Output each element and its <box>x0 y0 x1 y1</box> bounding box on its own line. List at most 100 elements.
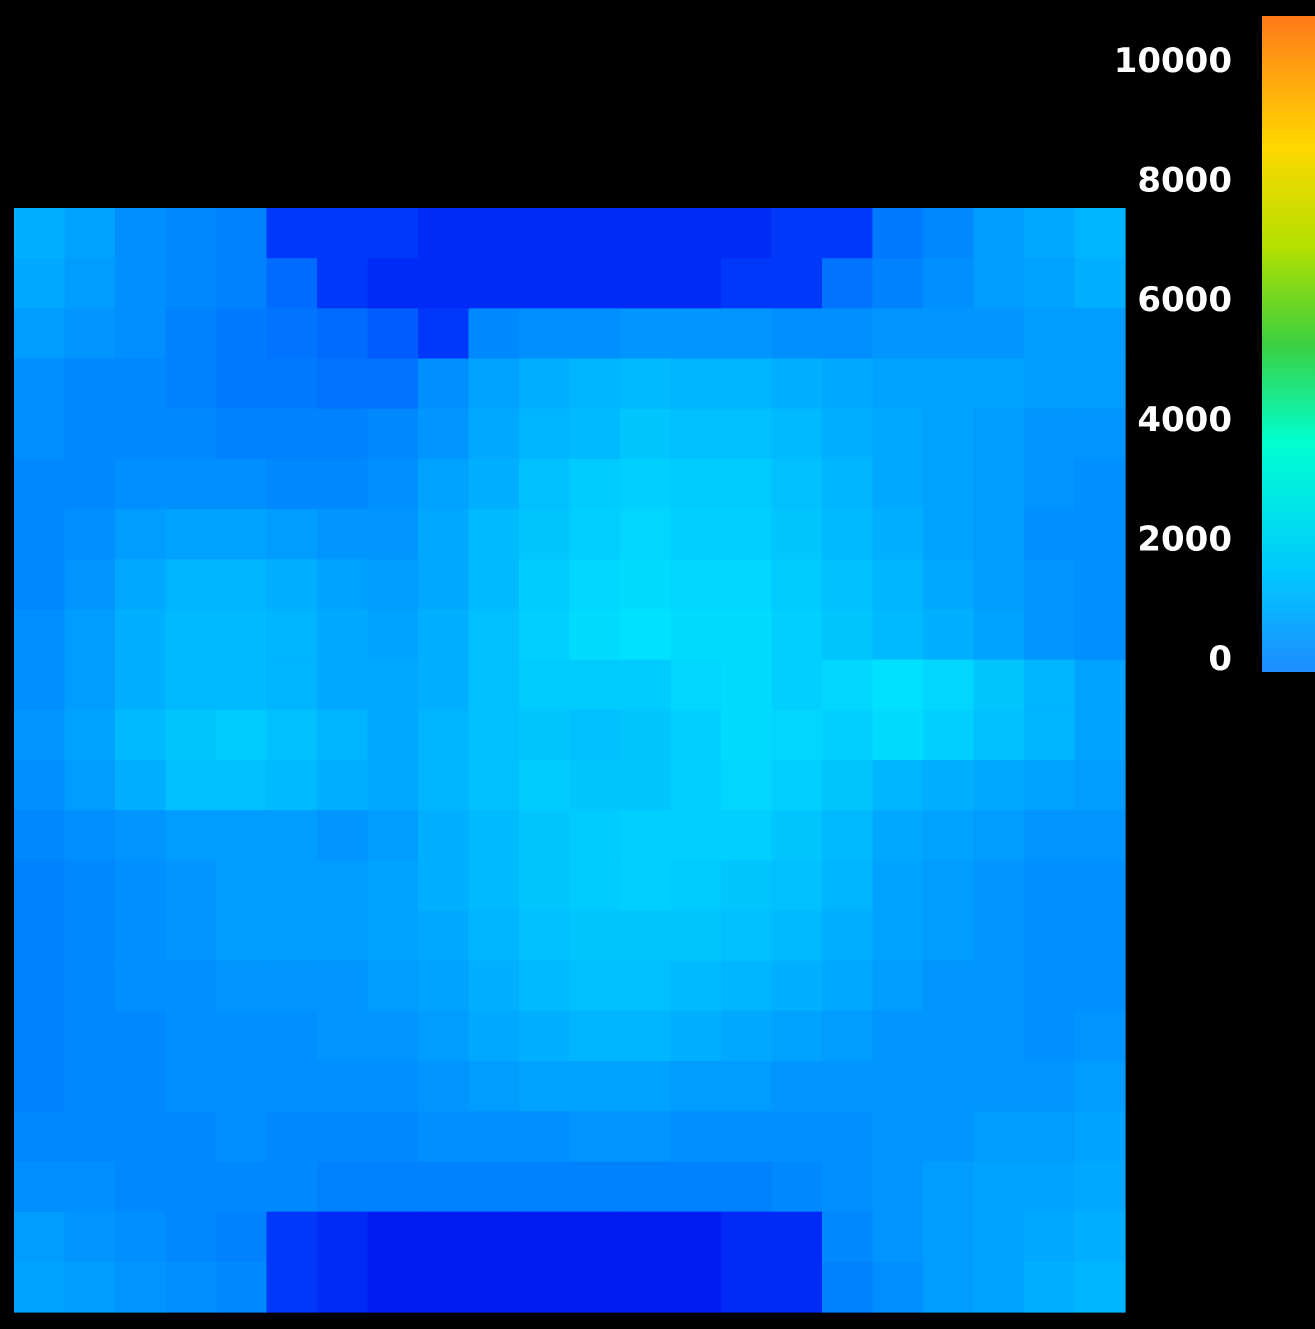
heatmap-cell <box>216 609 268 661</box>
heatmap-cell <box>519 1161 571 1213</box>
heatmap-cell <box>317 408 369 460</box>
heatmap-cell <box>721 509 773 560</box>
heatmap-cell <box>670 960 722 1012</box>
heatmap-cell <box>165 1211 217 1263</box>
heatmap-cell <box>266 760 318 811</box>
heatmap-cell <box>569 258 621 309</box>
heatmap-cell <box>923 860 975 912</box>
heatmap-cell <box>822 1010 874 1062</box>
heatmap-cell <box>64 709 116 761</box>
heatmap-cell <box>165 709 217 761</box>
heatmap-cell <box>872 860 924 912</box>
heatmap-cell <box>1074 1261 1126 1313</box>
heatmap-cell <box>822 760 874 811</box>
heatmap-cell <box>1024 358 1076 410</box>
heatmap-cell <box>973 458 1025 510</box>
heatmap-cell <box>468 1111 520 1163</box>
heatmap-cell <box>115 408 167 460</box>
heatmap-cell <box>216 559 268 611</box>
heatmap-cell <box>64 308 116 360</box>
heatmap-cell <box>418 1211 470 1263</box>
heatmap-cell <box>165 609 217 661</box>
heatmap-cell <box>14 910 66 962</box>
heatmap-cell <box>670 258 722 309</box>
heatmap-cell <box>569 860 621 912</box>
heatmap-cell <box>165 860 217 912</box>
heatmap-cell <box>14 559 66 611</box>
heatmap-cell <box>266 709 318 761</box>
heatmap-cell <box>64 559 116 611</box>
heatmap-cell <box>468 1010 520 1062</box>
heatmap-cell <box>620 258 672 309</box>
heatmap-cell <box>14 960 66 1012</box>
heatmap-cell <box>1074 1061 1126 1112</box>
heatmap-cell <box>620 709 672 761</box>
heatmap-cell <box>1074 1111 1126 1163</box>
heatmap-cell <box>519 308 571 360</box>
heatmap-cell <box>822 458 874 510</box>
heatmap-cell <box>418 1161 470 1213</box>
heatmap-cell <box>620 1061 672 1112</box>
heatmap-cell <box>1074 358 1126 410</box>
heatmap-cell <box>418 760 470 811</box>
heatmap-cell <box>266 208 318 259</box>
heatmap-cell <box>620 358 672 410</box>
heatmap-cell <box>670 709 722 761</box>
heatmap-cell <box>468 1261 520 1313</box>
heatmap-cell <box>519 458 571 510</box>
heatmap-cell <box>569 559 621 611</box>
heatmap-cell <box>519 408 571 460</box>
heatmap-cell <box>266 1261 318 1313</box>
heatmap-cell <box>519 1211 571 1263</box>
heatmap-cell <box>872 1111 924 1163</box>
heatmap-cell <box>64 509 116 560</box>
heatmap-cell <box>721 1061 773 1112</box>
heatmap-cell <box>569 1261 621 1313</box>
heatmap-cell <box>1024 1161 1076 1213</box>
heatmap-cell <box>14 1261 66 1313</box>
heatmap-cell <box>670 1261 722 1313</box>
heatmap-cell <box>266 910 318 962</box>
heatmap-cell <box>64 609 116 661</box>
heatmap-cell <box>216 960 268 1012</box>
heatmap-cell <box>317 1261 369 1313</box>
heatmap-cell <box>620 458 672 510</box>
heatmap-cell <box>569 509 621 560</box>
heatmap-cell <box>64 1061 116 1112</box>
heatmap-cell <box>468 709 520 761</box>
heatmap-cell <box>266 408 318 460</box>
heatmap-cell <box>317 258 369 309</box>
heatmap-cell <box>367 408 419 460</box>
heatmap-cell <box>973 910 1025 962</box>
heatmap-cell <box>923 960 975 1012</box>
heatmap-cell <box>923 408 975 460</box>
heatmap-cell <box>569 1111 621 1163</box>
heatmap-cell <box>973 1261 1025 1313</box>
heatmap-cell <box>771 910 823 962</box>
heatmap-cell <box>418 1010 470 1062</box>
heatmap-cell <box>64 659 116 711</box>
heatmap-cell <box>367 559 419 611</box>
heatmap-cell <box>216 1261 268 1313</box>
heatmap-cell <box>569 609 621 661</box>
heatmap-cell <box>569 308 621 360</box>
heatmap-cell <box>418 208 470 259</box>
heatmap-cell <box>64 408 116 460</box>
heatmap-cell <box>620 1261 672 1313</box>
heatmap-cell <box>721 408 773 460</box>
heatmap-cell <box>1074 1010 1126 1062</box>
heatmap-cell <box>1024 910 1076 962</box>
heatmap-cell <box>367 1161 419 1213</box>
heatmap-cell <box>165 960 217 1012</box>
heatmap-cell <box>872 960 924 1012</box>
heatmap-cell <box>569 709 621 761</box>
heatmap-cell <box>822 1211 874 1263</box>
heatmap-cell <box>367 509 419 560</box>
heatmap-cell <box>115 1261 167 1313</box>
heatmap-cell <box>64 810 116 861</box>
heatmap-cell <box>569 810 621 861</box>
heatmap-cell <box>14 458 66 510</box>
heatmap-cell <box>872 308 924 360</box>
heatmap-cell <box>367 308 419 360</box>
heatmap-cell <box>115 308 167 360</box>
